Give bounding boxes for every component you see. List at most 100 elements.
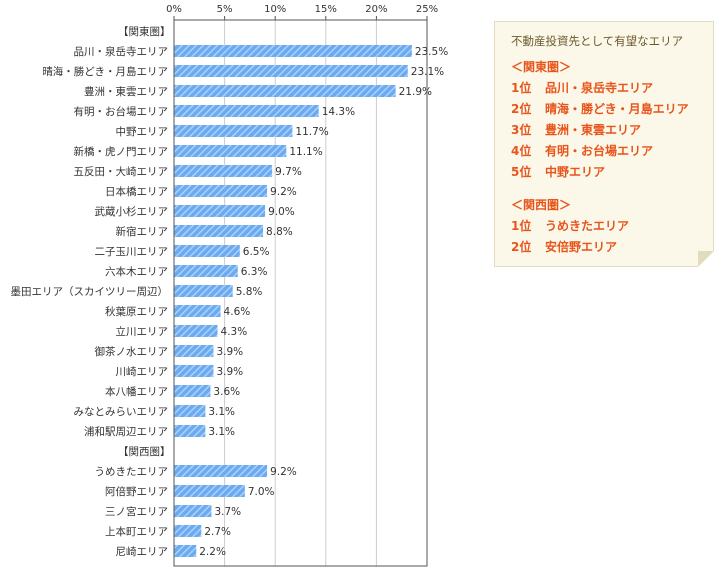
bar (174, 545, 197, 557)
bar (174, 85, 396, 97)
note-item: 5位 中野エリア (511, 162, 713, 183)
note-item: 1位 うめきたエリア (511, 216, 713, 237)
x-tick-label: 10% (264, 4, 286, 15)
category-label: 立川エリア (116, 325, 169, 338)
value-label: 9.0% (268, 206, 295, 218)
folded-corner-icon (698, 251, 714, 267)
category-label: 三ノ宮エリア (105, 505, 168, 518)
category-labels: 【関東圏】品川・泉岳寺エリア晴海・勝どき・月島エリア豊洲・東雲エリア有明・お台場… (11, 25, 171, 558)
value-labels: 23.5%23.1%21.9%14.3%11.7%11.1%9.7%9.2%9.… (199, 46, 448, 558)
bar (174, 305, 221, 317)
category-label: 六本木エリア (105, 265, 168, 278)
category-label: 二子玉川エリア (95, 246, 169, 258)
category-label: 新宿エリア (116, 225, 169, 238)
value-label: 3.9% (216, 346, 243, 358)
category-label: 新橋・虎ノ門エリア (74, 145, 169, 158)
plot-frame (173, 19, 428, 567)
value-label: 4.3% (221, 326, 248, 338)
note-rank: 4位 (511, 144, 532, 158)
value-label: 4.6% (224, 306, 251, 318)
note-item: 1位 品川・泉岳寺エリア (511, 78, 713, 99)
bar (174, 185, 268, 197)
value-label: 9.2% (270, 186, 297, 198)
category-label: 日本橋エリア (105, 185, 168, 198)
note-area: 有明・お台場エリア (545, 144, 654, 158)
bar (174, 205, 266, 217)
bar (174, 365, 214, 377)
value-label: 14.3% (322, 106, 355, 118)
note-area: 品川・泉岳寺エリア (545, 81, 654, 95)
category-label: 武蔵小杉エリア (95, 205, 169, 218)
value-label: 2.7% (204, 526, 231, 538)
note-area: 中野エリア (545, 165, 606, 179)
bar (174, 405, 206, 417)
value-label: 3.7% (214, 506, 241, 518)
note-rank: 1位 (511, 219, 532, 233)
value-label: 9.7% (275, 166, 302, 178)
value-label: 8.8% (266, 226, 293, 238)
note-rank: 5位 (511, 165, 532, 179)
section-label: 【関西圏】 (118, 446, 171, 458)
category-label: 晴海・勝どき・月島エリア (42, 65, 168, 78)
x-tick-labels: 0% 5% 10% 15% 20% 25% (166, 4, 438, 20)
category-label: 御茶ノ水エリア (95, 345, 169, 358)
value-label: 11.7% (295, 126, 328, 138)
section-label: 【関東圏】 (118, 25, 171, 38)
note-item: 2位 安倍野エリア (511, 237, 713, 258)
category-label: 品川・泉岳寺エリア (74, 45, 169, 58)
bar (174, 265, 238, 277)
note-title: 不動産投資先として有望なエリア (511, 34, 684, 48)
x-tick-label: 25% (416, 4, 438, 15)
note-item: 4位 有明・お台場エリア (511, 141, 713, 162)
note-rank: 1位 (511, 81, 532, 95)
bar (174, 525, 202, 537)
note-rank: 2位 (511, 102, 532, 116)
value-label: 2.2% (199, 546, 226, 558)
category-label: 本八幡エリア (105, 385, 168, 398)
category-label: 五反田・大崎エリア (74, 165, 169, 178)
bar (174, 65, 408, 77)
value-label: 11.1% (289, 146, 322, 158)
category-label: 尼崎エリア (116, 545, 169, 558)
category-label: 上本町エリア (105, 525, 168, 538)
ranking-note: 不動産投資先として有望なエリア ＜関東圏＞ 1位 品川・泉岳寺エリア 2位 晴海・勝… (494, 21, 714, 267)
value-label: 3.6% (213, 386, 240, 398)
x-tick-label: 15% (315, 4, 337, 15)
note-heading-kansai: ＜関西圏＞ (511, 198, 572, 212)
value-label: 6.3% (241, 266, 268, 278)
category-label: 豊洲・東雲エリア (84, 85, 168, 98)
x-tick-label: 5% (217, 4, 233, 15)
bar (174, 225, 264, 237)
note-rank: 3位 (511, 123, 532, 137)
category-label: 浦和駅周辺エリア (84, 425, 168, 438)
bar (174, 425, 206, 437)
bar (174, 485, 245, 497)
x-tick-label: 20% (365, 4, 387, 15)
category-label: 有明・お台場エリア (74, 105, 169, 118)
note-item: 3位 豊洲・東雲エリア (511, 120, 713, 141)
bar (174, 285, 233, 297)
value-label: 7.0% (248, 486, 275, 498)
value-label: 3.9% (216, 366, 243, 378)
bar (174, 245, 240, 257)
value-label: 5.8% (236, 286, 263, 298)
value-label: 23.5% (415, 46, 448, 58)
note-item: 2位 晴海・勝どき・月島エリア (511, 99, 713, 120)
bar (174, 505, 212, 517)
note-group-kansai: ＜関西圏＞ 1位 うめきたエリア 2位 安倍野エリア (511, 195, 713, 258)
note-area: うめきたエリア (545, 219, 630, 233)
bar (174, 105, 319, 117)
note-rank: 2位 (511, 240, 532, 254)
note-spacer (511, 183, 713, 195)
category-label: 阿倍野エリア (105, 485, 168, 498)
bar (174, 145, 287, 157)
value-label: 9.2% (270, 466, 297, 478)
bar (174, 325, 218, 337)
value-label: 3.1% (208, 406, 235, 418)
category-label: 秋葉原エリア (105, 305, 168, 318)
category-label: 中野エリア (116, 125, 169, 138)
bar (174, 45, 412, 57)
category-label: 川崎エリア (116, 365, 169, 378)
note-area: 豊洲・東雲エリア (545, 123, 642, 137)
